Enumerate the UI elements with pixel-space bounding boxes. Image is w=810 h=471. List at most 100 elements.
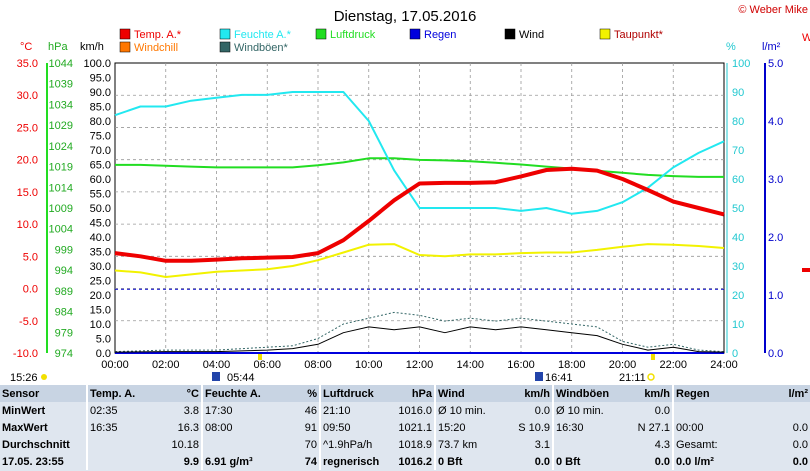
stats-row-label: MaxWert [2, 421, 48, 434]
legend-square-icon [119, 41, 131, 53]
stats-cell: 1021.1 [398, 421, 432, 434]
wind-tick-label: 0.0 [96, 348, 111, 360]
legend-square-icon [315, 28, 327, 40]
right-edge-label: W [802, 32, 810, 44]
stats-header-cell: Windböen [552, 385, 613, 402]
stats-header-cell: Regen [672, 385, 733, 402]
stats-cell: 08:00 [201, 419, 272, 436]
x-tick-label: 14:00 [456, 359, 484, 371]
pressure-tick-label: 1004 [49, 224, 73, 236]
stats-cell: 0.0 [534, 404, 550, 417]
pressure-tick-label: 1014 [49, 182, 73, 194]
wind-tick-label: 80.0 [90, 116, 111, 128]
rain-tick-label: 5.0 [768, 58, 783, 70]
stats-cell: 10.18 [171, 438, 199, 451]
legend-label: Taupunkt* [614, 29, 664, 41]
sunset-time: 21:11 [619, 372, 646, 384]
temp-tick-label: 15.0 [17, 187, 38, 199]
series-feuchte-a-line [114, 91, 725, 215]
stats-cell: 16:30 [552, 419, 613, 436]
stats-row: MaxWert 16:35 16.3 08:00 91 09:50 1021.1 15:20 S… [0, 419, 810, 436]
moon-left-time: 15:26 [10, 372, 38, 384]
rain-tick-label: 2.0 [768, 232, 783, 244]
series-windline [114, 326, 725, 353]
stats-cell: 16.3 [177, 421, 199, 434]
stats-panel: Sensor Temp. A. °C Feuchte A.% Luftdruck hPa W… [0, 385, 810, 471]
stats-cell [201, 436, 272, 453]
moon-mid-time: 16:41 [545, 372, 573, 384]
temp-tick-label: 20.0 [17, 155, 38, 167]
stats-cell: 0.0 l/m² [672, 453, 733, 470]
stats-cell: 02:35 [86, 402, 147, 419]
humidity-tick-label: 50 [732, 203, 744, 215]
rain-tick-label: 4.0 [768, 116, 783, 128]
temp-tick-label: 5.0 [23, 251, 38, 263]
stats-cell: 00:00 [672, 419, 733, 436]
series-luftdruckline [115, 157, 724, 178]
stats-cell [672, 402, 733, 419]
stats-cell: 0 Bft [552, 453, 613, 470]
series-temp-a-line [114, 166, 725, 263]
wind-tick-label: 60.0 [90, 174, 111, 186]
stats-header-row: Sensor Temp. A. °C Feuchte A.% Luftdruck hPa W… [0, 385, 810, 402]
pressure-tick-label: 1039 [49, 79, 73, 91]
pressure-tick-label: 1009 [49, 203, 73, 215]
legend-square-icon [599, 28, 611, 40]
stats-cell: regnerisch [319, 453, 380, 470]
stats-row-label: 17.05. 23:55 [2, 455, 64, 468]
stats-cell: 3.1 [534, 438, 550, 451]
x-tick-label: 00:00 [101, 359, 129, 371]
page-title: Dienstag, 17.05.2016 [334, 8, 477, 25]
wind-tick-label: 30.0 [90, 261, 111, 273]
stats-header-cell: Wind [434, 385, 495, 402]
legend-square-icon [219, 28, 231, 40]
temp-tick-label: 0.0 [23, 284, 38, 296]
stats-row-label: MinWert [2, 404, 46, 417]
pressure-tick-label: 999 [55, 244, 73, 256]
legend-label: Temp. A.* [134, 29, 182, 41]
rain-tick-label: 3.0 [768, 174, 783, 186]
unit-rain: l/m² [762, 41, 781, 53]
stats-cell: 0.0 [792, 438, 808, 451]
stats-cell: 70 [304, 438, 317, 451]
pressure-tick-label: 974 [55, 348, 73, 360]
wind-tick-label: 45.0 [90, 218, 111, 230]
legend-square-icon [504, 28, 516, 40]
wind-tick-label: 15.0 [90, 305, 111, 317]
pressure-tick-label: 1024 [49, 141, 73, 153]
humidity-tick-label: 10 [732, 319, 744, 331]
stats-header-cell: hPa [380, 385, 435, 402]
stats-cell: 0.0 [654, 404, 670, 417]
stats-cell: S 10.9 [518, 421, 550, 434]
sunrise-time: 05:44 [227, 372, 255, 384]
x-tick-label: 12:00 [406, 359, 434, 371]
humidity-tick-label: 90 [732, 87, 744, 99]
x-tick-label: 06:00 [253, 359, 281, 371]
humidity-tick-label: 0 [732, 348, 738, 360]
weather-chart: Dienstag, 17.05.2016 © Weber Mike °C hPa… [10, 4, 810, 384]
temp-tick-label: 35.0 [17, 58, 38, 70]
humidity-tick-label: 30 [732, 261, 744, 273]
series-windb-en-line [114, 311, 725, 353]
temp-tick-label: 25.0 [17, 122, 38, 134]
pressure-tick-label: 1019 [49, 162, 73, 174]
stats-cell: 91 [304, 421, 317, 434]
stats-cell [733, 402, 810, 419]
legend: Temp. A.* Feuchte A.* Luftdruck Regen Wind Ta… [119, 28, 664, 54]
x-tick-label: 20:00 [609, 359, 637, 371]
x-tick-label: 22:00 [659, 359, 687, 371]
pressure-tick-label: 1044 [49, 58, 73, 70]
stats-cell: 1018.9 [398, 438, 432, 451]
brand-label: © Weber Mike [738, 4, 808, 16]
wind-tick-label: 35.0 [90, 247, 111, 259]
stats-cell: 17:30 [201, 402, 272, 419]
x-tick-label: 10:00 [355, 359, 383, 371]
moon-left-icon [41, 374, 47, 380]
legend-label: Wind [519, 29, 544, 41]
wind-tick-label: 40.0 [90, 232, 111, 244]
legend-square-icon [119, 28, 131, 40]
temp-tick-label: -10.0 [13, 348, 38, 360]
unit-pressure: hPa [48, 41, 68, 53]
stats-cell: 3.8 [183, 404, 199, 417]
legend-label: Feuchte A.* [234, 29, 292, 41]
